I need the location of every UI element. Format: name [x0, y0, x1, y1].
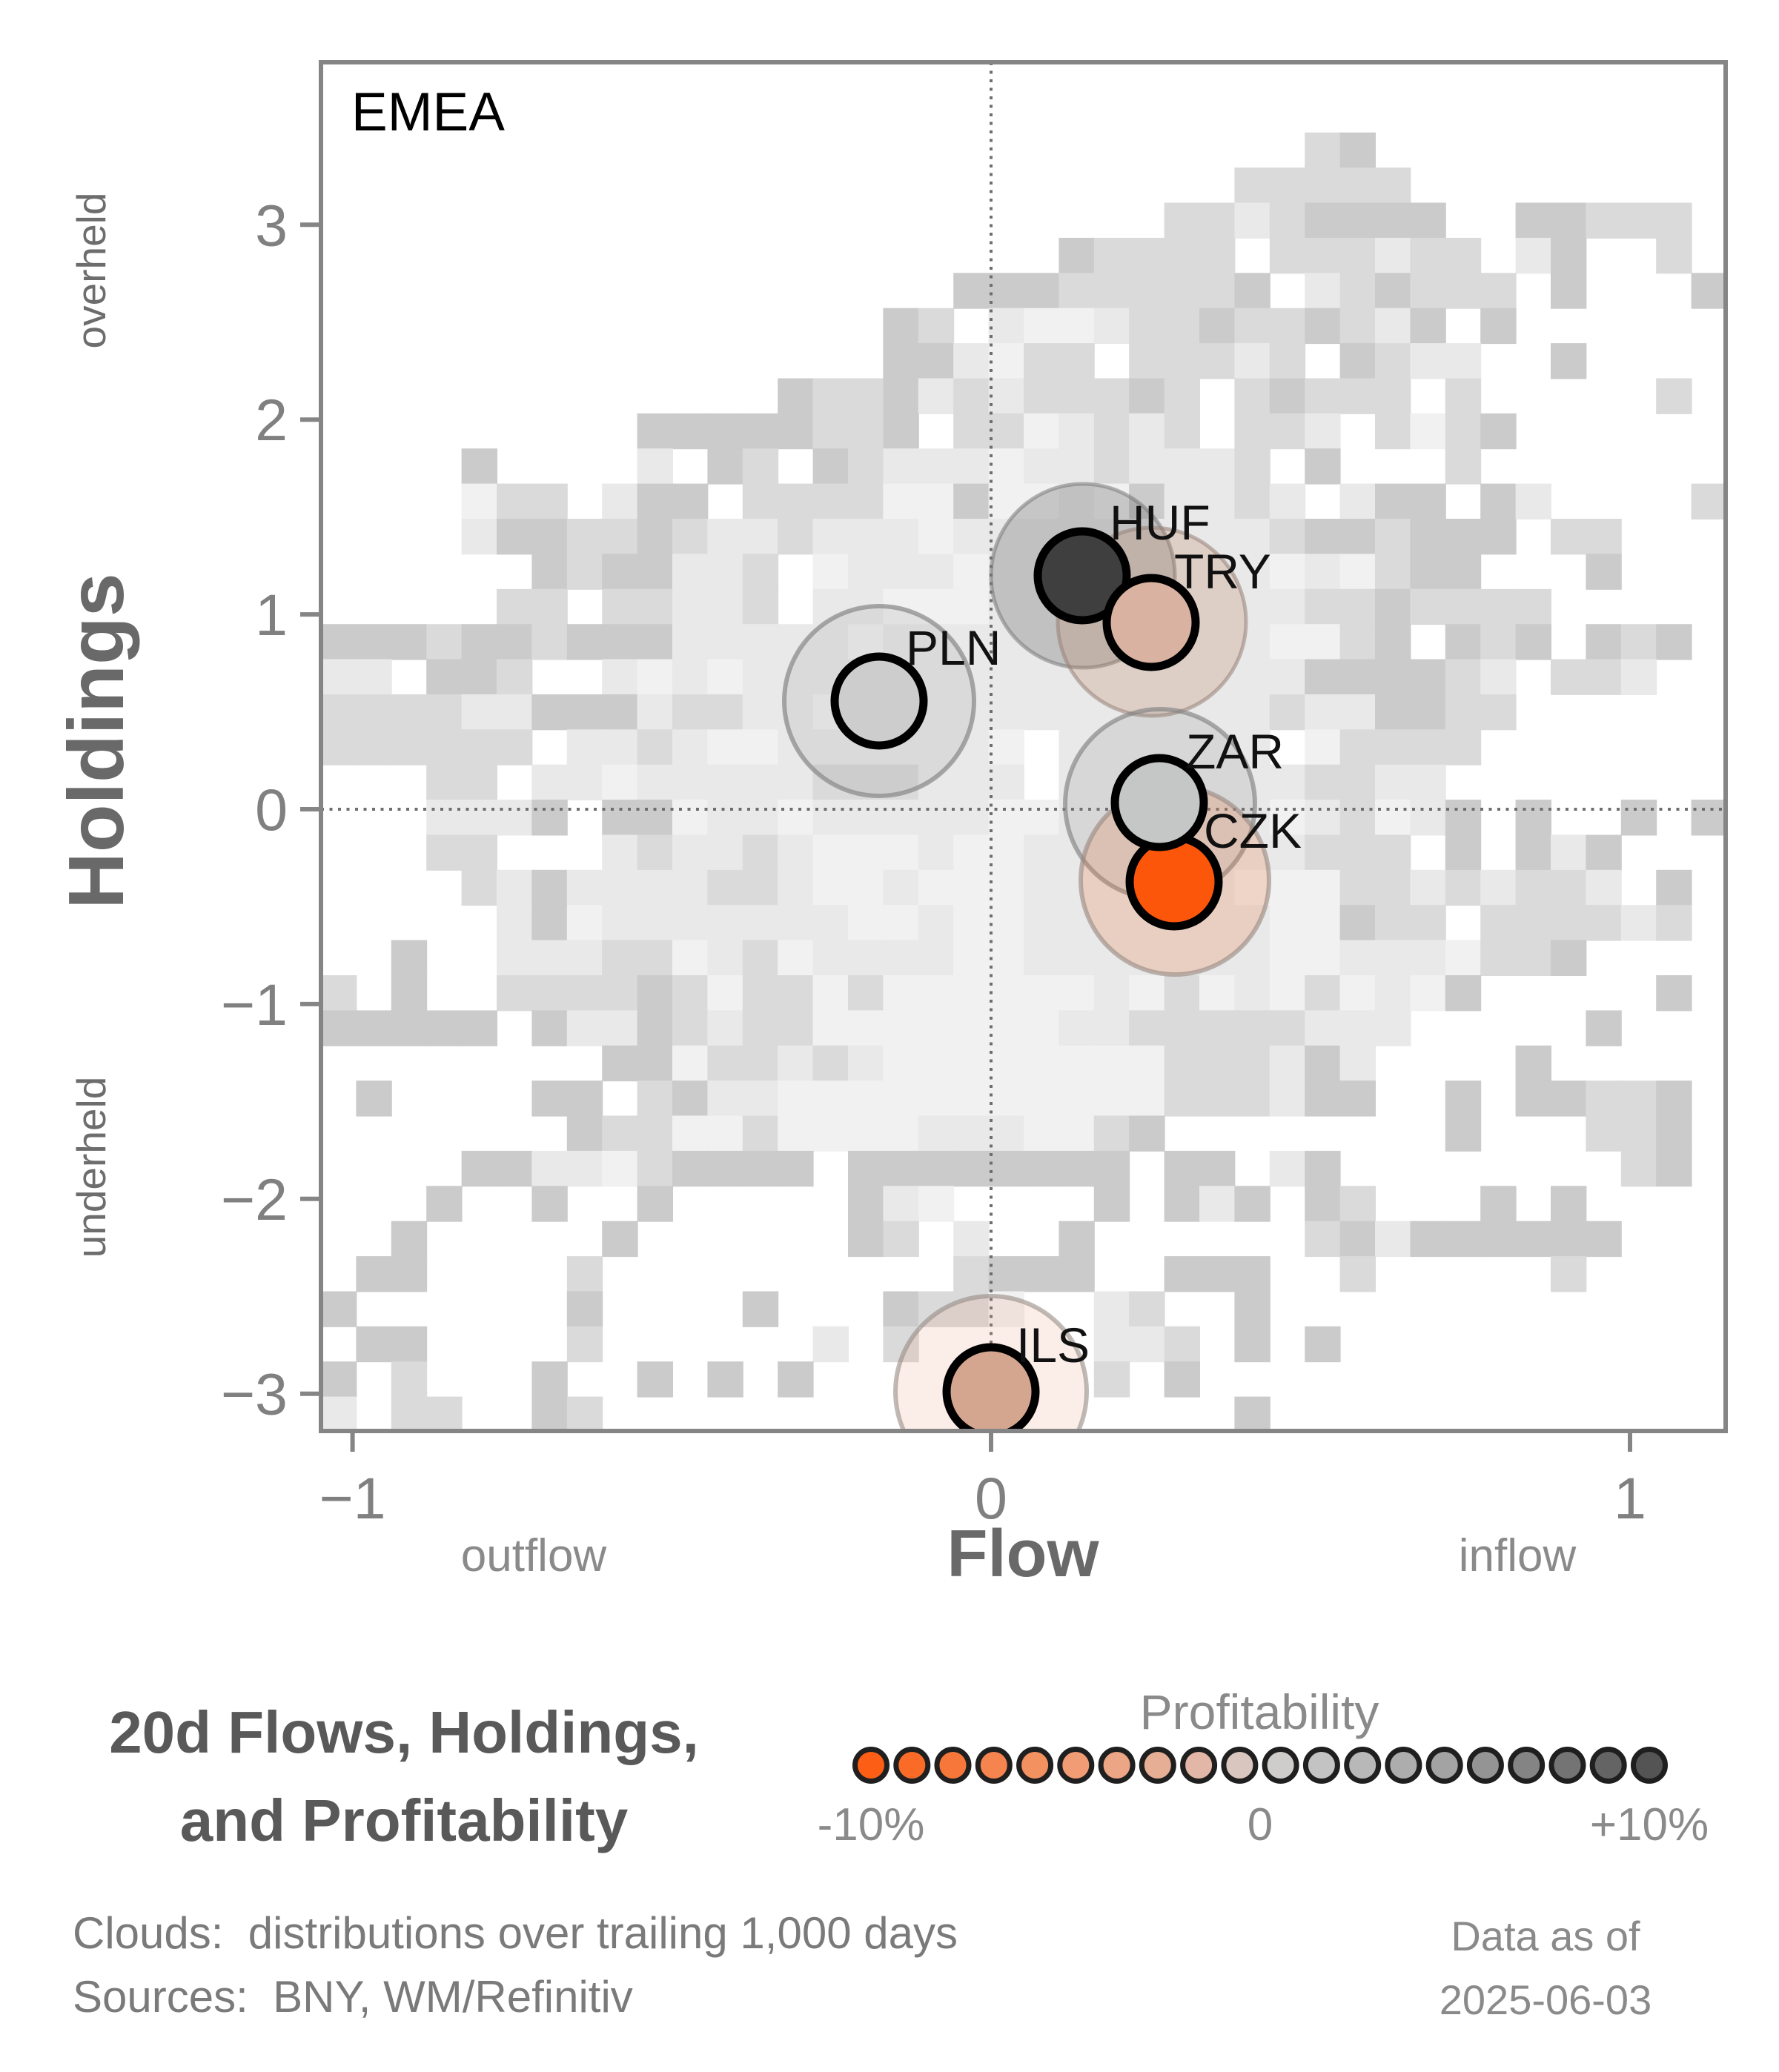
svg-text:−3: −3	[221, 1361, 288, 1427]
svg-text:20d Flows, Holdings,: 20d Flows, Holdings,	[109, 1699, 699, 1765]
svg-text:0: 0	[1248, 1799, 1273, 1850]
svg-text:−1: −1	[319, 1465, 386, 1531]
svg-text:−2: −2	[221, 1166, 288, 1232]
svg-text:0: 0	[255, 777, 288, 843]
svg-text:Clouds: distributions over tr: Clouds: distributions over trailing 1,00…	[73, 1908, 958, 1958]
svg-text:and Profitability: and Profitability	[180, 1787, 629, 1853]
svg-text:Sources: BNY, WM/Refinitiv: Sources: BNY, WM/Refinitiv	[73, 1972, 633, 2022]
svg-text:Data as of: Data as of	[1451, 1913, 1640, 1959]
svg-text:3: 3	[255, 192, 288, 258]
svg-text:+10%: +10%	[1590, 1799, 1709, 1850]
svg-text:EMEA: EMEA	[351, 82, 505, 142]
svg-text:−1: −1	[221, 972, 288, 1037]
svg-text:overheld: overheld	[68, 193, 114, 349]
svg-text:ILS: ILS	[1016, 1318, 1090, 1372]
svg-text:2: 2	[255, 387, 288, 453]
svg-text:1: 1	[1614, 1465, 1646, 1531]
svg-text:0: 0	[975, 1465, 1007, 1531]
svg-text:TRY: TRY	[1174, 544, 1271, 599]
svg-text:Profitability: Profitability	[1140, 1684, 1379, 1739]
svg-text:outflow: outflow	[461, 1530, 607, 1581]
svg-text:2025-06-03: 2025-06-03	[1440, 1976, 1652, 2023]
svg-text:CZK: CZK	[1204, 803, 1302, 858]
svg-text:Holdings: Holdings	[53, 573, 140, 909]
svg-text:underheld: underheld	[68, 1077, 114, 1258]
svg-text:Flow: Flow	[947, 1517, 1100, 1591]
svg-text:HUF: HUF	[1110, 495, 1210, 550]
svg-text:PLN: PLN	[906, 620, 1001, 675]
svg-text:-10%: -10%	[818, 1799, 925, 1850]
svg-text:1: 1	[255, 582, 288, 648]
svg-text:inflow: inflow	[1459, 1530, 1577, 1581]
svg-text:ZAR: ZAR	[1186, 724, 1284, 779]
